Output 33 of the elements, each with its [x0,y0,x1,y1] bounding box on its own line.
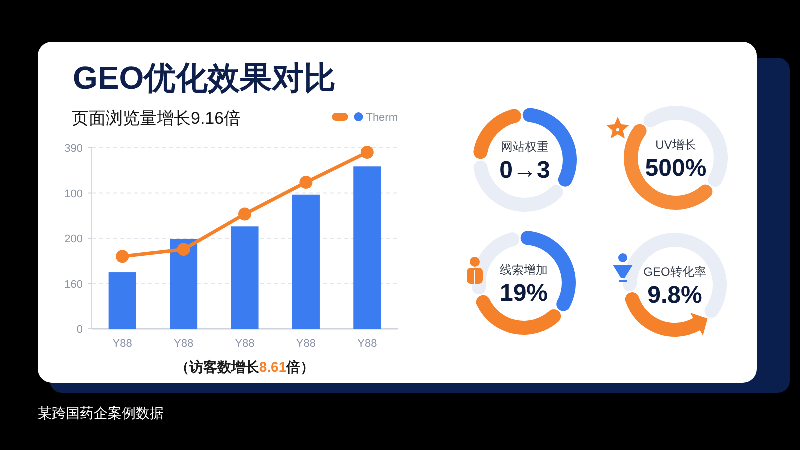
x-tick-label: Y88 [358,338,378,350]
text: 100 [64,188,83,200]
text: 某跨国药企案例数据 [38,405,164,421]
text: 390 [64,143,83,155]
text: 160 [64,278,83,291]
bar [108,272,136,329]
chart-subtitle: 页面浏览量增长9.16倍 [72,109,242,128]
point [300,176,313,190]
x-tick-label: Y88 [174,338,194,350]
bar [170,239,198,329]
point [116,250,130,264]
text: 19% [500,280,548,307]
text: GEO转化率 [644,265,706,279]
text: 线索增加 [500,263,548,277]
bar [354,166,382,329]
x-tick-label: Y88 [112,338,132,350]
point [360,146,374,160]
text: 500% [645,155,707,182]
point [238,208,252,221]
text: 0→3 [500,157,550,184]
bar [231,226,259,329]
text: 网站权重 [501,140,549,154]
text: （访客数增长8.61倍） [175,359,315,375]
text: 200 [64,234,83,246]
x-tick-label: Y88 [296,338,316,350]
bar [292,194,320,329]
chart-title: GEO优化效果对比 [73,60,336,96]
point [177,243,190,256]
text: 9.8% [648,282,702,309]
text: 0 [76,324,83,336]
legend-label: Therm [366,112,398,124]
x-tick-label: Y88 [235,338,255,350]
text: UV增长 [656,138,696,152]
